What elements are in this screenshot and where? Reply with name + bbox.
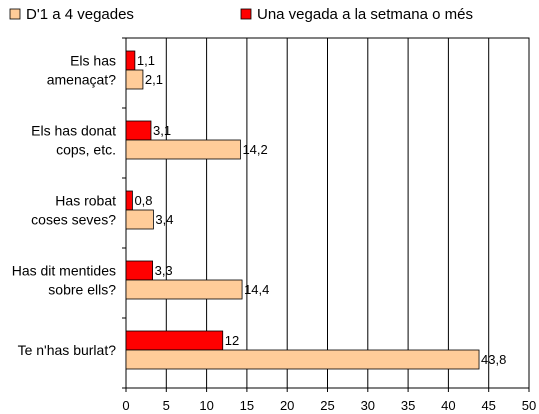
- chart-legend: D'1 a 4 vegades Una vegada a la setmana o…: [9, 6, 473, 23]
- data-label-s0-c3: 3,3: [155, 263, 173, 278]
- x-tick-label-8: 40: [441, 398, 455, 413]
- x-tick-label-1: 5: [163, 398, 170, 413]
- category-label-2-0: Has robat: [55, 193, 116, 209]
- data-label-s0-c2: 0,8: [134, 193, 152, 208]
- category-label-0-1: amenaçat?: [47, 72, 116, 88]
- data-label-s0-c4: 12: [225, 333, 239, 348]
- bar-s1-c4: [125, 349, 480, 370]
- bar-s1-c2: [125, 209, 154, 230]
- bar-s0-c1: [125, 120, 152, 141]
- x-tick-label-2: 10: [199, 398, 213, 413]
- legend-swatch-1: [9, 8, 21, 20]
- category-label-3-0: Has dit mentides: [12, 263, 116, 279]
- x-tick-label-9: 45: [481, 398, 495, 413]
- x-tick-label-6: 30: [361, 398, 375, 413]
- x-tick-label-4: 20: [280, 398, 294, 413]
- legend-label-0: Una vegada a la setmana o més: [257, 6, 473, 23]
- category-label-3-1: sobre ells?: [48, 282, 116, 298]
- data-label-s1-c3: 14,4: [244, 282, 269, 297]
- bar-s1-c1: [125, 139, 241, 160]
- x-tick-label-0: 0: [122, 398, 129, 413]
- category-label-1-0: Els has donat: [31, 123, 116, 139]
- data-label-s1-c0: 2,1: [145, 72, 163, 87]
- legend-swatch-0: [240, 8, 252, 20]
- data-label-s1-c2: 3,4: [155, 212, 173, 227]
- data-label-s0-c0: 1,1: [137, 53, 155, 68]
- data-label-s0-c1: 3,1: [153, 123, 171, 138]
- legend-label-1: D'1 a 4 vegades: [26, 6, 134, 23]
- data-label-s1-c4: 43,8: [481, 352, 506, 367]
- x-tick-label-7: 35: [401, 398, 415, 413]
- x-axis: 0 5 10 15 20 25 30 35 40 45 50: [122, 388, 536, 413]
- plot-area: 1,1 2,1 Els has amenaçat? 3,1 14,2 Els has don…: [12, 37, 530, 389]
- x-tick-label-3: 15: [240, 398, 254, 413]
- x-tick-label-10: 50: [522, 398, 536, 413]
- bar-s0-c3: [125, 260, 153, 281]
- x-tick-label-5: 25: [320, 398, 334, 413]
- bar-s1-c3: [125, 279, 243, 300]
- bar-s1-c0: [125, 69, 144, 90]
- category-label-4-0: Te n'has burlat?: [18, 342, 117, 358]
- category-label-0-0: Els has: [70, 53, 116, 69]
- category-label-2-1: coses seves?: [31, 212, 116, 228]
- bar-s0-c4: [125, 330, 224, 351]
- category-label-1-1: cops, etc.: [56, 142, 116, 158]
- bar-s0-c2: [125, 190, 133, 211]
- bar-s0-c0: [125, 50, 136, 71]
- data-label-s1-c1: 14,2: [242, 142, 267, 157]
